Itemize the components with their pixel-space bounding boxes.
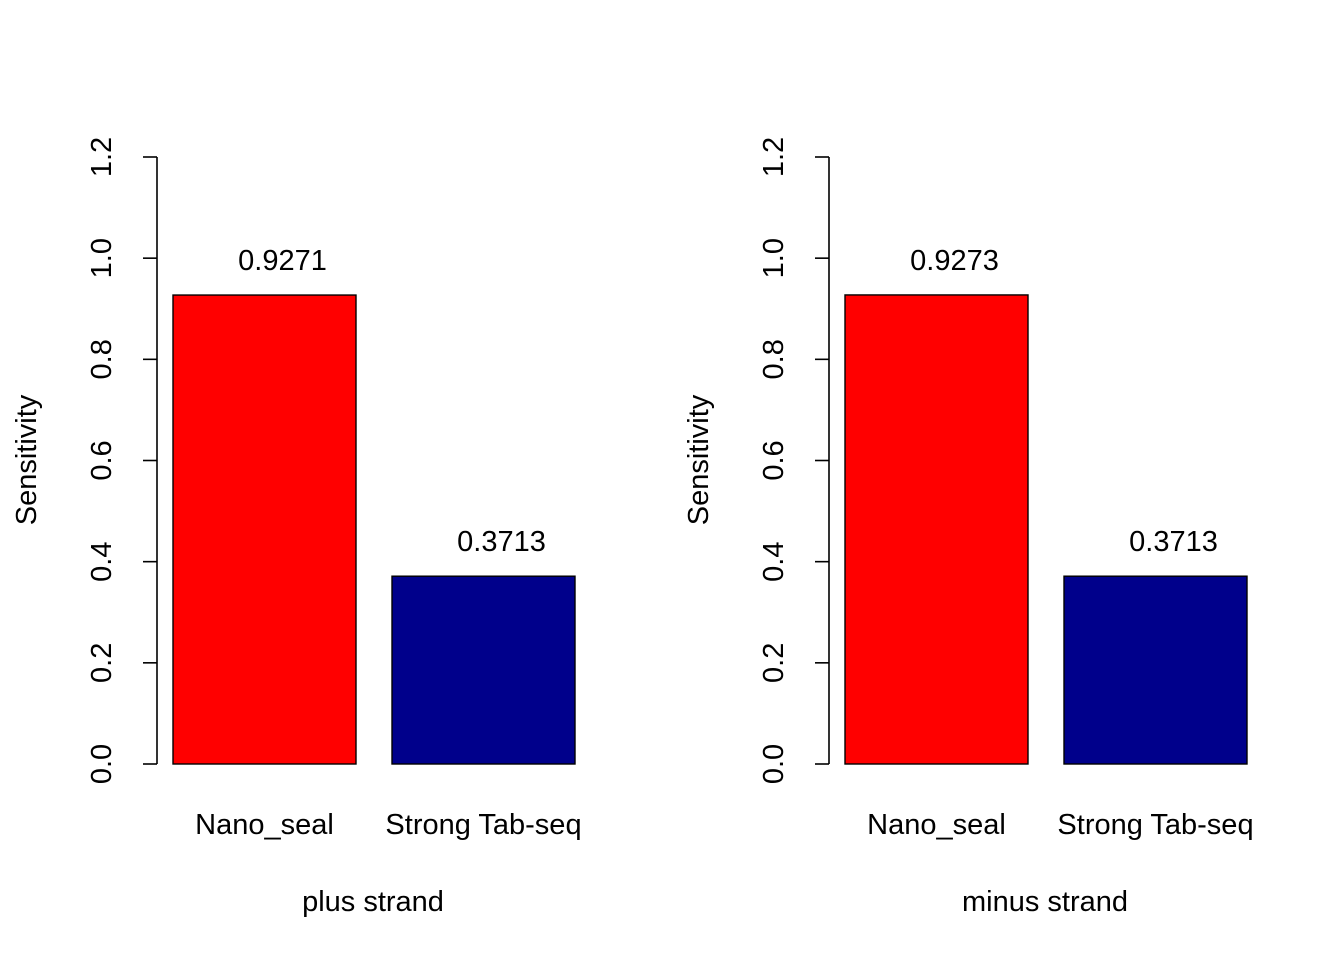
bars: 0.9271 Nano_seal 0.3713 Strong Tab-seq <box>172 245 582 841</box>
x-axis-label: plus strand <box>302 886 444 918</box>
bar <box>172 294 357 765</box>
bar <box>391 575 576 765</box>
panel-minus-strand: 0.0 0.2 0.4 0.6 0.8 1.0 1.2 Sensitivity 0.9273… <box>683 137 1254 918</box>
x-tick-label: Strong Tab-seq <box>1057 809 1253 841</box>
y-tick-label: 0.2 <box>86 643 118 683</box>
x-axis-label: minus strand <box>962 886 1128 918</box>
bar <box>1063 575 1248 765</box>
y-tick-label: 0.2 <box>758 643 790 683</box>
y-tick-label: 0.4 <box>758 542 790 582</box>
x-tick-label: Nano_seal <box>867 809 1006 841</box>
bars: 0.9273 Nano_seal 0.3713 Strong Tab-seq <box>844 245 1254 841</box>
y-tick-label: 1.2 <box>758 137 790 177</box>
y-ticks: 0.0 0.2 0.4 0.6 0.8 1.0 1.2 <box>758 137 829 784</box>
y-tick-label: 0.4 <box>86 542 118 582</box>
y-ticks: 0.0 0.2 0.4 0.6 0.8 1.0 1.2 <box>86 137 157 784</box>
y-tick-label: 0.0 <box>758 744 790 784</box>
data-label: 0.3713 <box>457 526 546 558</box>
x-tick-label: Strong Tab-seq <box>385 809 581 841</box>
y-tick-label: 1.0 <box>86 238 118 278</box>
x-tick-label: Nano_seal <box>195 809 334 841</box>
y-tick-label: 0.8 <box>86 339 118 379</box>
y-tick-label: 1.0 <box>758 238 790 278</box>
y-tick-label: 0.8 <box>758 339 790 379</box>
y-tick-label: 1.2 <box>86 137 118 177</box>
panel-plus-strand: 0.0 0.2 0.4 0.6 0.8 1.0 1.2 Sensitivity 0.9271… <box>11 137 582 918</box>
y-tick-label: 0.6 <box>86 440 118 480</box>
y-tick-label: 0.6 <box>758 440 790 480</box>
y-axis-label: Sensitivity <box>683 394 715 525</box>
data-label: 0.9273 <box>910 245 999 277</box>
y-axis-label: Sensitivity <box>11 394 43 525</box>
data-label: 0.9271 <box>238 245 327 277</box>
bar <box>844 294 1029 765</box>
data-label: 0.3713 <box>1129 526 1218 558</box>
y-tick-label: 0.0 <box>86 744 118 784</box>
